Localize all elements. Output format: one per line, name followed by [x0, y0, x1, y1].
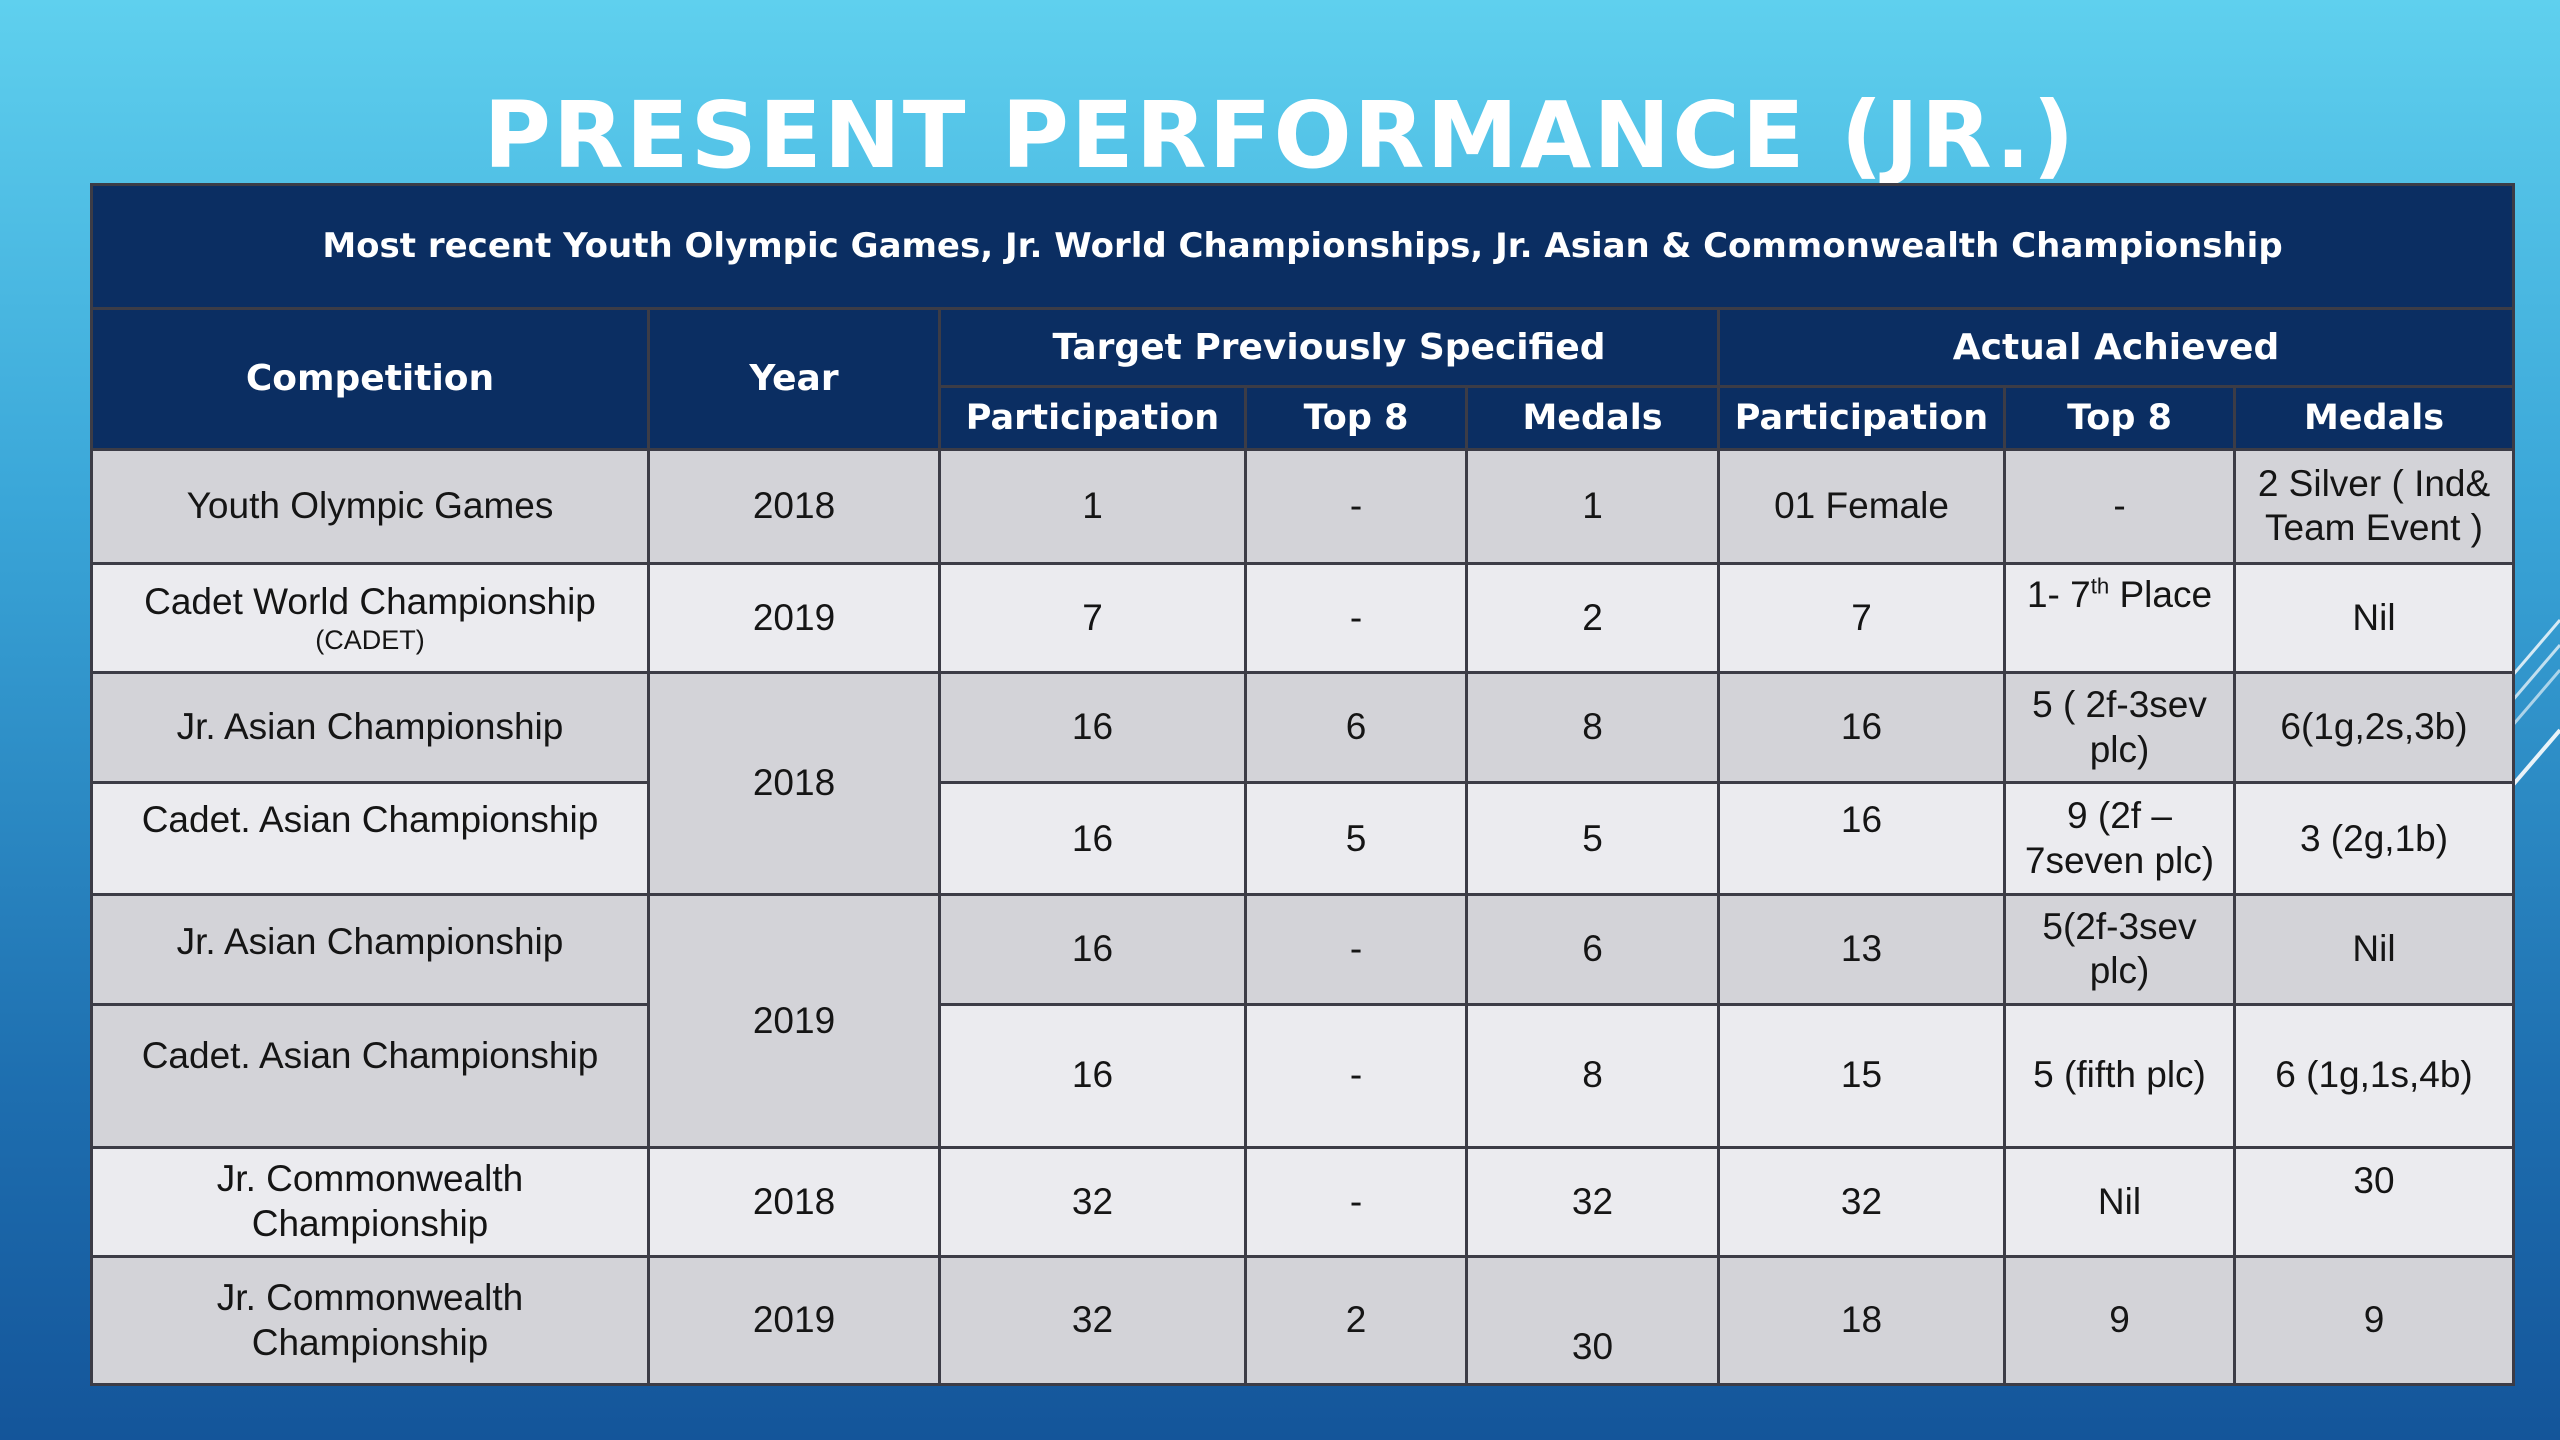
- cell-actual-medals: 6(1g,2s,3b): [2233, 670, 2515, 785]
- cell-target-top8: -: [1244, 1002, 1468, 1149]
- cell-target-participation: 16: [938, 670, 1247, 785]
- cell-actual-top8: 1- 7th Place: [2003, 562, 2236, 674]
- cell-year: 2018: [647, 1145, 941, 1259]
- cell-competition: Jr. Commonwealth Championship: [90, 1255, 650, 1386]
- top8-prefix: 1- 7: [2026, 574, 2091, 616]
- header-target: Target Previously Specified: [938, 306, 1720, 389]
- header-target-participation: Participation: [938, 385, 1247, 451]
- cell-actual-medals: 2 Silver ( Ind& Team Event ): [2233, 447, 2515, 566]
- cell-target-participation: 32: [938, 1145, 1247, 1259]
- table-row: Jr. Commonwealth Championship 2019 32 2 …: [90, 1255, 2515, 1386]
- cell-year: 2019: [647, 893, 941, 1149]
- cell-actual-medals: Nil: [2233, 562, 2515, 674]
- cell-target-top8: -: [1244, 1145, 1468, 1259]
- cell-competition: Youth Olympic Games: [90, 447, 650, 566]
- cell-actual-medals: 6 (1g,1s,4b): [2233, 1002, 2515, 1149]
- top8-superscript: th: [2090, 573, 2110, 599]
- cell-target-participation: 7: [938, 562, 1247, 674]
- cell-target-top8: -: [1244, 447, 1468, 566]
- cell-actual-top8: -: [2003, 447, 2236, 566]
- cell-actual-top8: 5 (fifth plc): [2003, 1002, 2236, 1149]
- cell-competition: Cadet. Asian Championship: [90, 1002, 650, 1149]
- cell-actual-participation: 7: [1717, 562, 2006, 674]
- table-row: Cadet. Asian Championship 16 - 8 15 5 (f…: [90, 1002, 2515, 1149]
- cell-competition: Cadet. Asian Championship: [90, 781, 650, 897]
- cell-target-participation: 16: [938, 1002, 1247, 1149]
- cell-target-participation: 16: [938, 781, 1247, 897]
- cell-target-top8: 2: [1244, 1255, 1468, 1386]
- cell-target-participation: 32: [938, 1255, 1247, 1386]
- cell-competition: Cadet World Championship (CADET): [90, 562, 650, 674]
- cell-year: 2019: [647, 562, 941, 674]
- cell-actual-medals: Nil: [2233, 893, 2515, 1006]
- cell-year: 2018: [647, 447, 941, 566]
- cell-actual-medals: 3 (2g,1b): [2233, 781, 2515, 897]
- table-banner: Most recent Youth Olympic Games, Jr. Wor…: [90, 183, 2515, 310]
- cell-competition: Jr. Asian Championship: [90, 893, 650, 1006]
- header-target-medals: Medals: [1465, 385, 1720, 451]
- cell-year: 2019: [647, 1255, 941, 1386]
- cell-actual-participation: 16: [1717, 781, 2006, 897]
- cell-target-participation: 16: [938, 893, 1247, 1006]
- cell-actual-top8: Nil: [2003, 1145, 2236, 1259]
- competition-name: Cadet World Championship: [144, 580, 596, 622]
- cell-target-participation: 1: [938, 447, 1247, 566]
- cell-target-top8: 6: [1244, 670, 1468, 785]
- cell-target-medals: 32: [1465, 1145, 1720, 1259]
- table-row: Jr. Commonwealth Championship 2018 32 - …: [90, 1145, 2515, 1259]
- cell-target-medals: 2: [1465, 562, 1720, 674]
- cell-actual-top8: 5(2f-3sev plc): [2003, 893, 2236, 1006]
- cell-target-top8: -: [1244, 893, 1468, 1006]
- table-row: Jr. Asian Championship 2018 16 6 8 16 5 …: [90, 670, 2515, 897]
- table-row: Youth Olympic Games 2018 1 - 1 01 Female…: [90, 447, 2515, 566]
- performance-table: Most recent Youth Olympic Games, Jr. Wor…: [90, 183, 2515, 1386]
- cell-year: 2018: [647, 670, 941, 897]
- cell-actual-participation: 18: [1717, 1255, 2006, 1386]
- cell-actual-participation: 01 Female: [1717, 447, 2006, 566]
- header-year: Year: [647, 306, 941, 451]
- cell-actual-medals: 30: [2233, 1145, 2515, 1259]
- table-row: Cadet. Asian Championship 16 5 5 16 9 (2…: [90, 781, 2515, 897]
- cell-actual-participation: 16: [1717, 670, 2006, 785]
- header-actual: Actual Achieved: [1717, 306, 2515, 389]
- cell-target-medals: 1: [1465, 447, 1720, 566]
- cell-actual-participation: 32: [1717, 1145, 2006, 1259]
- cell-target-top8: 5: [1244, 781, 1468, 897]
- page-title: PRESENT PERFORMANCE (JR.): [483, 82, 2077, 189]
- table-row: Cadet World Championship (CADET) 2019 7 …: [90, 562, 2515, 674]
- cell-target-top8: -: [1244, 562, 1468, 674]
- cell-actual-participation: 15: [1717, 1002, 2006, 1149]
- cell-actual-top8: 9: [2003, 1255, 2236, 1386]
- header-actual-participation: Participation: [1717, 385, 2006, 451]
- cell-target-medals: 5: [1465, 781, 1720, 897]
- cell-actual-top8: 5 ( 2f-3sev plc): [2003, 670, 2236, 785]
- cell-actual-participation: 13: [1717, 893, 2006, 1006]
- cell-competition: Jr. Commonwealth Championship: [90, 1145, 650, 1259]
- cell-target-medals: 6: [1465, 893, 1720, 1006]
- cell-target-medals: 8: [1465, 1002, 1720, 1149]
- cell-actual-top8: 9 (2f – 7seven plc): [2003, 781, 2236, 897]
- header-actual-medals: Medals: [2233, 385, 2515, 451]
- competition-note: (CADET): [315, 625, 425, 655]
- header-target-top8: Top 8: [1244, 385, 1468, 451]
- header-actual-top8: Top 8: [2003, 385, 2236, 451]
- cell-actual-medals: 9: [2233, 1255, 2515, 1386]
- cell-target-medals: 30: [1465, 1255, 1720, 1386]
- cell-competition: Jr. Asian Championship: [90, 670, 650, 785]
- table-row: Jr. Asian Championship 2019 16 - 6 13 5(…: [90, 893, 2515, 1149]
- header-competition: Competition: [90, 306, 650, 451]
- cell-target-medals: 8: [1465, 670, 1720, 785]
- top8-suffix: Place: [2109, 574, 2213, 616]
